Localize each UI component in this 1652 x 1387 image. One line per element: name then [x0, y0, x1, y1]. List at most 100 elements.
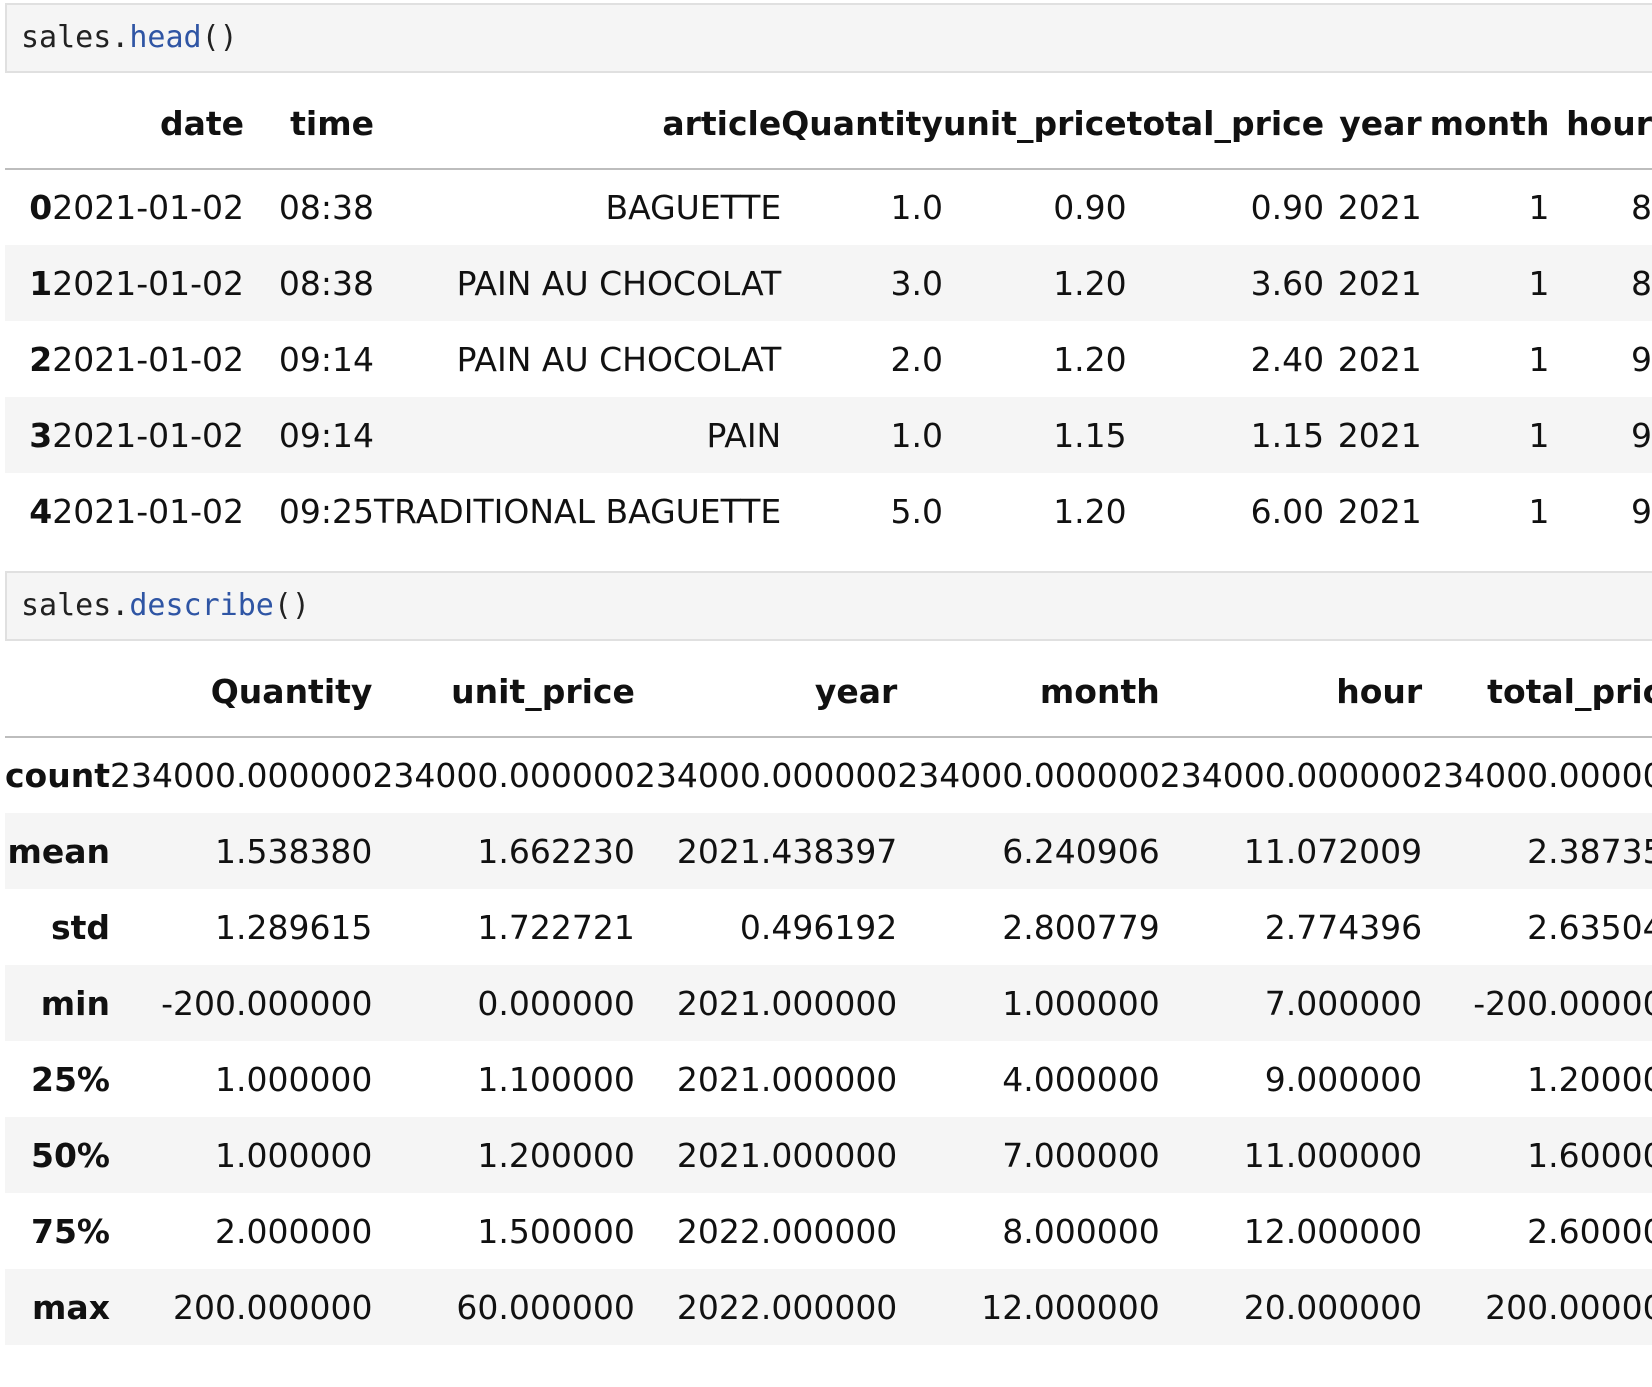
table-cell: 1.15: [1126, 397, 1325, 473]
column-header: hour: [1159, 647, 1423, 738]
code-object: sales.: [21, 20, 130, 55]
column-header: year: [1324, 79, 1422, 170]
row-index: count: [5, 756, 110, 795]
table-cell: 2021.000000: [634, 1117, 898, 1193]
table-cell: 2.000000: [214, 1211, 373, 1251]
table-cell: PAIN AU CHOCOLAT: [456, 339, 782, 379]
column-header: Quantity: [110, 647, 373, 738]
table-cell: 09:25: [278, 491, 374, 531]
table-cell: 1.0: [890, 188, 943, 227]
table-cell: 2021-01-02: [52, 339, 245, 379]
table-cell: 2021: [1324, 397, 1422, 473]
row-index: 0: [29, 188, 53, 227]
table-cell: 200.000000: [1422, 1269, 1652, 1345]
table-cell: 12.000000: [897, 1269, 1160, 1345]
table-cell: 1.000000: [897, 965, 1160, 1041]
code-function: head: [129, 20, 202, 55]
table-cell: 09:14: [244, 397, 374, 473]
column-header: date: [52, 79, 245, 170]
table-cell: 1.538380: [110, 813, 373, 889]
table-cell: 9: [1549, 397, 1652, 473]
row-index: 50%: [5, 1117, 110, 1193]
table-cell: 5.0: [890, 491, 943, 531]
column-header: year: [634, 647, 898, 738]
table-row: 75% 2.000000 1.500000 2022.000000 8.000000 12…: [5, 1193, 1652, 1269]
table-cell: 9: [1631, 491, 1652, 531]
row-index: 2: [29, 339, 53, 379]
column-header: time: [244, 79, 374, 170]
table-cell: 2.800779: [1002, 907, 1160, 947]
table-cell: 2021-01-02: [52, 397, 245, 473]
table-cell: 2021-01-02: [52, 245, 245, 321]
table-row: mean 1.538380 1.662230 2021.438397 6.240906 1…: [5, 813, 1652, 889]
table-row: 1 2021-01-02 08:38 PAIN AU CHOCOLAT 3.0 1.20 3…: [5, 245, 1652, 321]
table-cell: 6.00: [1250, 491, 1325, 531]
row-index: 1: [5, 245, 53, 321]
table-cell: -200.000000: [1422, 965, 1652, 1041]
table-cell: 1: [1528, 339, 1550, 379]
column-header: month: [1421, 79, 1550, 170]
code-cell-head[interactable]: sales.head(): [5, 3, 1652, 73]
head-output-table: date time article Quantity unit_price total_p…: [5, 79, 1652, 549]
table-cell: 1.0: [781, 397, 943, 473]
row-index: 4: [29, 491, 53, 531]
code-function: describe: [129, 588, 274, 623]
table-cell: 2.600000: [1527, 1211, 1652, 1251]
table-cell: 1.20: [942, 245, 1127, 321]
table-cell: 2021-01-02: [52, 188, 245, 227]
table-cell: 1.20: [1053, 491, 1127, 531]
column-header: Quantity: [781, 79, 943, 170]
table-cell: 1.100000: [477, 1059, 635, 1099]
table-cell: 08:38: [244, 245, 374, 321]
table-row: max 200.000000 60.000000 2022.000000 12.0000…: [5, 1269, 1652, 1345]
table-cell: 2.635046: [1527, 907, 1652, 947]
code-parens: (): [201, 20, 238, 55]
code-object: sales.: [21, 588, 130, 623]
table-cell: 8: [1631, 188, 1652, 227]
table-cell: 8.000000: [1002, 1211, 1160, 1251]
table-cell: 2022.000000: [676, 1211, 898, 1251]
table-cell: 11.072009: [1159, 813, 1423, 889]
row-index: 25%: [31, 1059, 110, 1099]
table-cell: BAGUETTE: [605, 188, 782, 227]
table-cell: 234000.000000: [372, 756, 635, 795]
table-cell: 200.000000: [110, 1269, 373, 1345]
table-cell: -200.000000: [110, 965, 373, 1041]
table-cell: 0.000000: [372, 965, 635, 1041]
describe-output-table: Quantity unit_price year month hour total_pri…: [5, 647, 1652, 1345]
table-cell: 234000.000000: [634, 756, 898, 795]
table-cell: TRADITIONAL BAGUETTE: [373, 491, 782, 531]
table-row: 50% 1.000000 1.200000 2021.000000 7.000000 11…: [5, 1117, 1652, 1193]
table-cell: 11.000000: [1159, 1117, 1423, 1193]
table-cell: 4.000000: [1002, 1059, 1160, 1099]
table-cell: 7.000000: [897, 1117, 1160, 1193]
table-cell: 2.0: [890, 339, 943, 379]
column-header: article: [373, 79, 782, 170]
table-cell: 1: [1421, 397, 1550, 473]
table-cell: 1.662230: [372, 813, 635, 889]
table-cell: 2021: [1324, 245, 1422, 321]
table-cell: 2021: [1337, 188, 1422, 227]
table-cell: 08:38: [278, 188, 374, 227]
code-cell-describe[interactable]: sales.describe(): [5, 571, 1652, 641]
table-cell: 7.000000: [1159, 965, 1423, 1041]
table-cell: 2022.000000: [634, 1269, 898, 1345]
table-cell: 9.000000: [1264, 1059, 1423, 1099]
table-cell: 1.289615: [214, 907, 373, 947]
table-row: 3 2021-01-02 09:14 PAIN 1.0 1.15 1.15 2021 1 9: [5, 397, 1652, 473]
table-cell: 234000.000000: [1159, 756, 1423, 795]
table-row: std 1.289615 1.722721 0.496192 2.800779 2.774…: [5, 889, 1652, 965]
table-row: count 234000.000000 234000.000000 234000.00…: [5, 737, 1652, 813]
table-cell: 0.90: [1053, 188, 1127, 227]
table-cell: 1.200000: [1527, 1059, 1652, 1099]
table-cell: 1.200000: [372, 1117, 635, 1193]
table-header-row: date time article Quantity unit_price total_p…: [5, 79, 1652, 170]
column-header: hour: [1549, 79, 1652, 170]
table-row: min -200.000000 0.000000 2021.000000 1.00000…: [5, 965, 1652, 1041]
table-cell: 8: [1549, 245, 1652, 321]
table-cell: 1.600000: [1422, 1117, 1652, 1193]
row-index: min: [5, 965, 110, 1041]
column-header: total_price: [1422, 647, 1652, 738]
row-index: mean: [5, 813, 110, 889]
table-cell: 1.000000: [214, 1059, 373, 1099]
